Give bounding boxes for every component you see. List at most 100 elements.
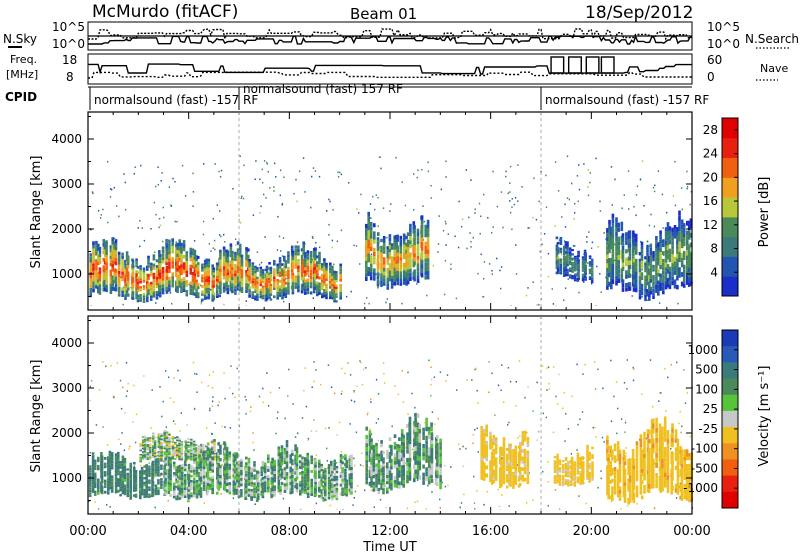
scatter-point	[161, 172, 163, 174]
echo-cell	[339, 286, 342, 290]
echo-cell	[139, 481, 142, 484]
echo-cell	[276, 271, 279, 274]
echo-cell	[323, 294, 326, 298]
echo-cell	[216, 470, 219, 474]
echo-cell	[568, 258, 572, 261]
echo-cell	[152, 266, 156, 270]
echo-cell	[109, 262, 113, 267]
echo-cell	[285, 457, 289, 462]
echo-cell	[107, 461, 110, 465]
echo-cell	[335, 289, 338, 292]
echo-cell	[365, 236, 368, 241]
scatter-point	[357, 485, 359, 487]
echo-cell	[180, 452, 184, 455]
echo-cell	[187, 474, 191, 477]
echo-cell	[247, 283, 250, 287]
echo-cell	[659, 234, 662, 239]
scatter-point	[99, 217, 102, 219]
echo-cell	[409, 252, 412, 257]
echo-cell	[192, 456, 196, 459]
scatter-point	[223, 233, 225, 236]
scatter-point	[157, 183, 159, 186]
echo-cell	[235, 485, 239, 489]
scatter-point	[88, 500, 90, 503]
echo-cell	[178, 450, 181, 453]
echo-cell	[153, 453, 157, 456]
echo-cell	[240, 290, 244, 293]
echo-cell	[409, 276, 412, 281]
echo-cell	[171, 447, 175, 450]
scatter-point	[347, 362, 349, 364]
echo-cell	[88, 484, 92, 488]
echo-cell	[416, 267, 420, 272]
echo-cell	[215, 295, 219, 298]
echo-cell	[193, 279, 197, 283]
nave-step	[585, 56, 600, 74]
echo-cell	[380, 283, 383, 287]
echo-cell	[564, 258, 568, 262]
scatter-point	[564, 287, 567, 289]
echo-cell	[187, 454, 190, 456]
scatter-point	[509, 191, 511, 193]
echo-cell	[232, 471, 236, 475]
echo-cell	[171, 257, 174, 261]
echo-cell	[284, 295, 288, 299]
echo-cell	[300, 248, 304, 252]
echo-cell	[588, 257, 592, 260]
echo-cell	[152, 282, 156, 286]
echo-cell	[218, 294, 221, 298]
echo-cell	[195, 255, 198, 259]
echo-cell	[590, 269, 594, 271]
echo-cell	[678, 272, 681, 278]
echo-cell	[123, 476, 127, 480]
echo-cell	[416, 236, 420, 241]
scatter-point	[118, 215, 120, 218]
echo-cell	[92, 255, 95, 260]
echo-cell	[329, 286, 332, 289]
echo-cell	[180, 490, 184, 494]
echo-cell	[148, 440, 152, 442]
echo-cell	[335, 275, 338, 278]
echo-cell	[131, 291, 135, 295]
echo-cell	[250, 469, 253, 473]
echo-cell	[657, 272, 660, 277]
echo-cell	[271, 482, 274, 486]
scatter-point	[132, 421, 134, 423]
echo-cell	[149, 292, 153, 296]
echo-cell	[240, 266, 244, 270]
echo-cell	[278, 257, 282, 260]
echo-cell	[176, 289, 179, 293]
echo-cell	[182, 266, 186, 270]
echo-cell	[382, 268, 386, 272]
echo-cell	[152, 445, 155, 447]
scatter-point	[217, 404, 219, 407]
echo-cell	[247, 457, 251, 461]
echo-cell	[103, 245, 107, 250]
echo-cell	[183, 463, 187, 466]
scatter-point	[562, 407, 564, 410]
echo-cell	[406, 265, 410, 270]
echo-cell	[287, 272, 290, 276]
echo-cell	[273, 462, 276, 466]
scatter-point	[239, 221, 242, 224]
echo-cell	[621, 258, 625, 263]
echo-cell	[225, 479, 229, 483]
echo-cell	[217, 480, 220, 484]
echo-cell	[291, 471, 294, 475]
echo-cell	[314, 270, 317, 274]
echo-cell	[247, 483, 251, 486]
echo-cell	[610, 244, 613, 250]
scatter-point	[526, 431, 528, 434]
echo-cell	[304, 482, 307, 486]
echo-cell	[281, 281, 284, 284]
echo-cell	[114, 269, 118, 273]
echo-cell	[306, 487, 310, 490]
scatter-point	[159, 475, 162, 477]
echo-cell	[157, 457, 160, 461]
echo-cell	[108, 465, 112, 469]
echo-cell	[245, 253, 248, 257]
echo-cell	[634, 242, 638, 247]
echo-cell	[131, 282, 135, 286]
echo-cell	[687, 220, 691, 226]
scatter-point	[684, 402, 687, 404]
